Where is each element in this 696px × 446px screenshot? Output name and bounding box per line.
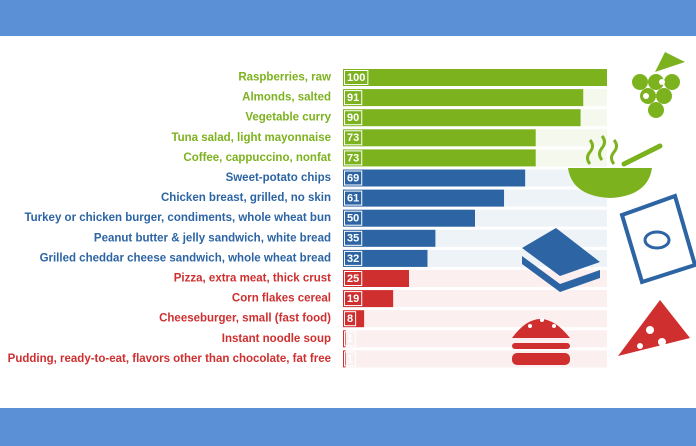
value-box (344, 210, 363, 226)
category-label: Instant noodle soup (222, 333, 331, 345)
bar (343, 129, 536, 147)
row-track (343, 290, 607, 308)
sandwich-icon (522, 228, 600, 292)
value-box (344, 70, 369, 85)
bar (343, 69, 607, 86)
value-label: 91 (347, 92, 359, 104)
bar (343, 149, 536, 167)
bar (343, 310, 365, 328)
value-label: 90 (347, 112, 359, 124)
bar (343, 270, 409, 287)
category-label: Chicken breast, grilled, no skin (161, 192, 331, 204)
value-box (344, 271, 363, 286)
value-label: 73 (347, 132, 359, 144)
bottom-band (0, 408, 696, 446)
value-label: 61 (347, 193, 359, 205)
value-label: 32 (347, 253, 359, 265)
category-label: Grilled cheddar cheese sandwich, whole w… (40, 252, 331, 264)
value-label: 100 (347, 72, 365, 84)
value-box (344, 230, 363, 246)
value-box (344, 250, 363, 266)
value-box (344, 170, 363, 186)
category-label: Vegetable curry (245, 112, 331, 124)
bar (343, 229, 436, 247)
category-label: Raspberries, raw (238, 72, 331, 84)
bar (343, 209, 475, 227)
value-label: 19 (347, 293, 359, 305)
value-box (344, 110, 363, 126)
bowl-icon (568, 135, 663, 198)
category-label: Corn flakes cereal (232, 293, 331, 305)
grapes-icon (632, 52, 685, 118)
bar (343, 169, 526, 187)
value-label: 50 (347, 213, 359, 225)
category-label: Turkey or chicken burger, condiments, wh… (24, 212, 331, 224)
row-track (343, 310, 607, 328)
top-band (0, 0, 696, 36)
category-label: Tuna salad, light mayonnaise (171, 132, 331, 144)
value-label: 25 (347, 273, 359, 285)
category-label: Sweet-potato chips (226, 172, 331, 184)
value-label: 1 (347, 333, 353, 345)
pizza-icon (618, 300, 690, 356)
value-label: 69 (347, 172, 359, 184)
category-label: Pudding, ready-to-eat, flavors other tha… (8, 353, 331, 365)
value-label: 8 (347, 313, 353, 325)
value-box (344, 351, 357, 367)
bar (343, 89, 584, 107)
rows: Raspberries, raw 100 Almonds, salted 91 Vege… (8, 69, 607, 368)
bar (343, 109, 581, 127)
value-box (344, 130, 363, 146)
category-label: Peanut butter & jelly sandwich, white br… (94, 232, 331, 244)
value-label: 73 (347, 152, 359, 164)
value-box (344, 190, 363, 206)
category-label: Coffee, cappuccino, nonfat (183, 152, 331, 164)
category-label: Almonds, salted (242, 92, 331, 104)
value-box (344, 291, 363, 307)
category-label: Cheeseburger, small (fast food) (159, 313, 331, 325)
value-label: 35 (347, 233, 359, 245)
burger-icon (512, 318, 570, 365)
bar (343, 249, 428, 267)
bar (343, 189, 505, 207)
chips-icon (619, 193, 696, 285)
value-label: 1 (347, 353, 353, 365)
bar (343, 290, 394, 308)
value-box (344, 311, 357, 327)
value-box (344, 331, 357, 347)
category-label: Pizza, extra meat, thick crust (174, 273, 331, 285)
value-box (344, 90, 363, 106)
value-box (344, 150, 363, 166)
